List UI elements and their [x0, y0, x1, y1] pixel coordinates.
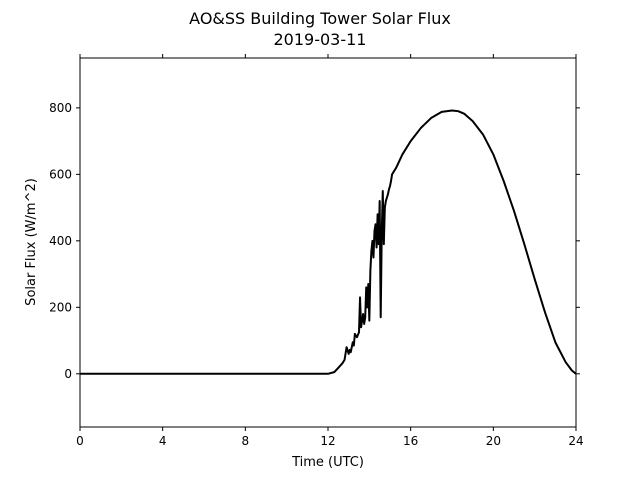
x-tick-label: 0 — [76, 434, 84, 448]
x-axis-ticks: 0 4 8 12 16 20 24 — [76, 54, 584, 448]
chart-subtitle: 2019-03-11 — [274, 30, 367, 49]
plot-frame — [79, 57, 577, 428]
y-tick-label: 0 — [64, 367, 72, 381]
x-tick-label: 8 — [242, 434, 250, 448]
x-tick-label: 16 — [403, 434, 418, 448]
y-tick-label: 400 — [49, 234, 72, 248]
y-tick-label: 200 — [49, 300, 72, 314]
x-tick-label: 24 — [568, 434, 583, 448]
y-tick-label: 800 — [49, 101, 72, 115]
chart-title: AO&SS Building Tower Solar Flux — [189, 9, 451, 28]
series-line-solar-flux — [80, 109, 577, 375]
x-tick-label: 4 — [159, 434, 167, 448]
x-tick-label: 12 — [320, 434, 335, 448]
x-tick-label: 20 — [486, 434, 501, 448]
y-axis-label: Solar Flux (W/m^2) — [24, 178, 39, 306]
y-tick-label: 600 — [49, 167, 72, 181]
x-axis-label: Time (UTC) — [291, 455, 364, 470]
y-axis-ticks: 0 200 400 600 800 — [49, 101, 580, 381]
